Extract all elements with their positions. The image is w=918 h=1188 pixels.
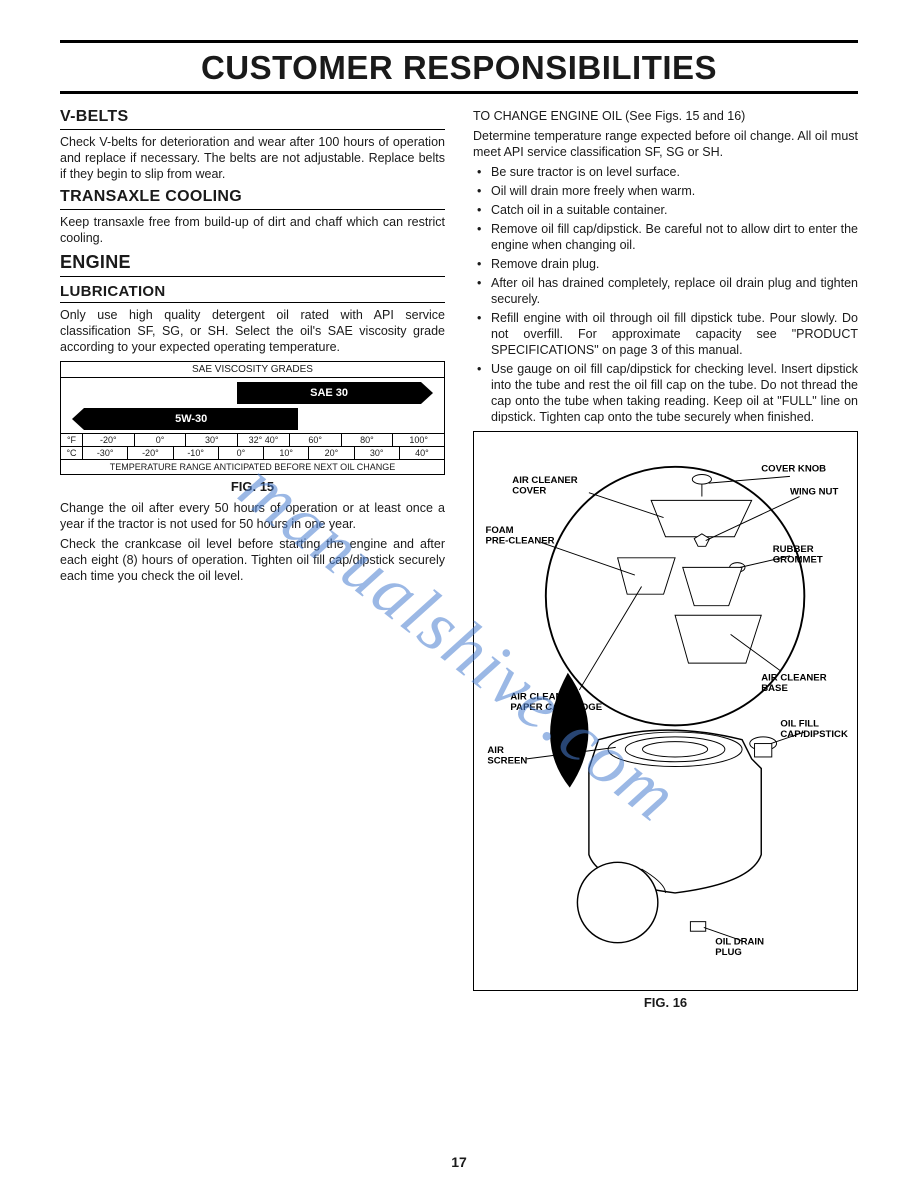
vbelts-heading: V-BELTS xyxy=(60,108,445,126)
fig15-c-scale: °C -30° -20° -10° 0° 10° 20° 30° 40° xyxy=(61,447,444,460)
fig15-title: SAE VISCOSITY GRADES xyxy=(61,362,444,378)
callout-wing-nut: WING NUT xyxy=(790,487,838,498)
page-number: 17 xyxy=(0,1154,918,1170)
fig15-arrows: SAE 30 5W-30 xyxy=(61,378,444,434)
f-tick: 100° xyxy=(393,434,444,446)
c-tick: 10° xyxy=(264,447,309,459)
f-tick: 32° 40° xyxy=(238,434,290,446)
f-tick: 30° xyxy=(186,434,238,446)
f-tick: -20° xyxy=(83,434,135,446)
lubrication-heading: LUBRICATION xyxy=(60,283,445,300)
c-tick: -30° xyxy=(83,447,128,459)
change-oil-heading: TO CHANGE ENGINE OIL (See Figs. 15 and 1… xyxy=(473,108,858,124)
fig15-chart: SAE VISCOSITY GRADES SAE 30 5W-30 °F -20… xyxy=(60,361,445,475)
fig16-diagram: AIR CLEANERCOVER COVER KNOB WING NUT FOA… xyxy=(473,431,858,991)
c-tick: 40° xyxy=(400,447,444,459)
fig16-svg: AIR CLEANERCOVER COVER KNOB WING NUT FOA… xyxy=(474,432,857,990)
two-column-layout: V-BELTS Check V-belts for deterioration … xyxy=(60,102,858,1016)
lubrication-underline xyxy=(60,302,445,303)
fig15-f-scale: °F -20° 0° 30° 32° 40° 60° 80° 100° xyxy=(61,434,444,447)
callout-rubber-grommet: RUBBERGROMMET xyxy=(773,544,823,566)
c-unit: °C xyxy=(61,447,83,459)
f-tick: 80° xyxy=(342,434,394,446)
bullet-item: Remove drain plug. xyxy=(473,256,858,272)
fig15-caption: TEMPERATURE RANGE ANTICIPATED BEFORE NEX… xyxy=(61,460,444,474)
change-oil-bullets: Be sure tractor is on level surface. Oil… xyxy=(473,164,858,425)
c-tick: 20° xyxy=(309,447,354,459)
after-fig15-p2: Check the crankcase oil level before sta… xyxy=(60,536,445,584)
bullet-item: Catch oil in a suitable container. xyxy=(473,202,858,218)
transaxle-underline xyxy=(60,209,445,210)
lubrication-text: Only use high quality detergent oil rate… xyxy=(60,307,445,355)
vbelts-underline xyxy=(60,129,445,130)
bullet-item: Use gauge on oil fill cap/dipstick for c… xyxy=(473,361,858,425)
transaxle-text: Keep transaxle free from build-up of dir… xyxy=(60,214,445,246)
transaxle-heading: TRANSAXLE COOLING xyxy=(60,188,445,206)
f-tick: 0° xyxy=(135,434,187,446)
engine-heading: ENGINE xyxy=(60,252,445,273)
vbelts-text: Check V-belts for deterioration and wear… xyxy=(60,134,445,182)
title-underline xyxy=(60,91,858,94)
f-unit: °F xyxy=(61,434,83,446)
fig16-label: FIG. 16 xyxy=(473,995,858,1010)
callout-cover-knob: COVER KNOB xyxy=(761,464,826,475)
fig15-label: FIG. 15 xyxy=(60,479,445,494)
c-tick: -20° xyxy=(128,447,173,459)
right-column: TO CHANGE ENGINE OIL (See Figs. 15 and 1… xyxy=(473,102,858,1016)
c-tick: -10° xyxy=(174,447,219,459)
page-title: CUSTOMER RESPONSIBILITIES xyxy=(60,43,858,91)
engine-underline xyxy=(60,276,445,277)
callout-foam-pre-cleaner: FOAMPRE-CLEANER xyxy=(485,525,554,547)
callout-air-cleaner-cover: AIR CLEANERCOVER xyxy=(512,475,577,497)
sae30-band: SAE 30 xyxy=(237,382,421,404)
5w30-band: 5W-30 xyxy=(84,408,298,430)
callout-paper-cartridge: AIR CLEANERPAPER CARTRIDGE xyxy=(510,692,602,714)
change-oil-intro: Determine temperature range expected bef… xyxy=(473,128,858,160)
callout-oil-drain-plug: OIL DRAINPLUG xyxy=(715,937,764,959)
callout-air-cleaner-base: AIR CLEANERBASE xyxy=(761,672,826,694)
bullet-item: Refill engine with oil through oil fill … xyxy=(473,310,858,358)
bullet-item: Be sure tractor is on level surface. xyxy=(473,164,858,180)
callout-oil-fill-cap: OIL FILLCAP/DIPSTICK xyxy=(780,718,848,740)
bullet-item: Oil will drain more freely when warm. xyxy=(473,183,858,199)
bullet-item: Remove oil fill cap/dipstick. Be careful… xyxy=(473,221,858,253)
after-fig15-p1: Change the oil after every 50 hours of o… xyxy=(60,500,445,532)
callout-air-screen: AIRSCREEN xyxy=(487,745,527,767)
c-tick: 30° xyxy=(355,447,400,459)
c-tick: 0° xyxy=(219,447,264,459)
bullet-item: After oil has drained completely, replac… xyxy=(473,275,858,307)
left-column: V-BELTS Check V-belts for deterioration … xyxy=(60,102,445,1016)
f-tick: 60° xyxy=(290,434,342,446)
